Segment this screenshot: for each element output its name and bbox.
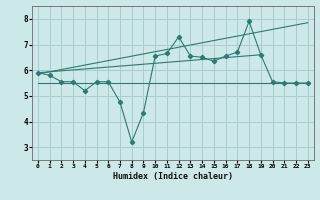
X-axis label: Humidex (Indice chaleur): Humidex (Indice chaleur): [113, 172, 233, 181]
